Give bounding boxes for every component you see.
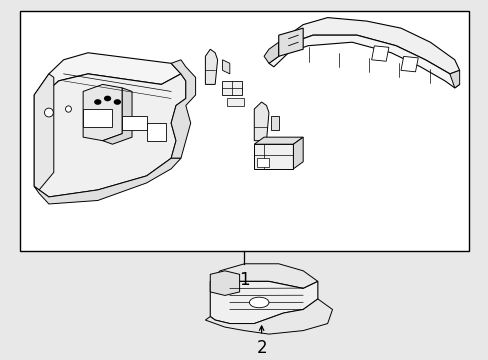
Circle shape xyxy=(114,100,120,104)
Polygon shape xyxy=(210,282,317,324)
Text: 1: 1 xyxy=(239,271,249,289)
Polygon shape xyxy=(205,299,332,334)
Polygon shape xyxy=(222,60,229,74)
Polygon shape xyxy=(449,70,459,88)
Bar xyxy=(83,109,112,127)
Polygon shape xyxy=(102,88,132,144)
Ellipse shape xyxy=(65,106,71,112)
Polygon shape xyxy=(227,99,244,105)
Polygon shape xyxy=(34,158,181,204)
Polygon shape xyxy=(171,60,195,158)
Text: 2: 2 xyxy=(256,339,266,357)
Polygon shape xyxy=(210,264,317,288)
Polygon shape xyxy=(83,84,122,141)
Polygon shape xyxy=(254,102,268,141)
Ellipse shape xyxy=(249,297,268,308)
Circle shape xyxy=(104,96,110,100)
Polygon shape xyxy=(278,18,459,74)
Polygon shape xyxy=(222,81,242,95)
Circle shape xyxy=(95,100,101,104)
Bar xyxy=(20,10,468,252)
Bar xyxy=(256,158,268,167)
Polygon shape xyxy=(271,116,278,130)
Polygon shape xyxy=(34,53,181,99)
Bar xyxy=(122,116,146,130)
Polygon shape xyxy=(268,35,459,88)
Polygon shape xyxy=(34,74,54,190)
Bar xyxy=(400,57,417,72)
Polygon shape xyxy=(254,137,303,144)
Bar xyxy=(371,46,388,61)
Bar xyxy=(146,123,166,141)
Polygon shape xyxy=(205,49,217,84)
Polygon shape xyxy=(34,74,185,197)
Polygon shape xyxy=(210,271,239,296)
Polygon shape xyxy=(278,28,303,56)
Polygon shape xyxy=(264,42,278,63)
Polygon shape xyxy=(293,137,303,169)
Polygon shape xyxy=(254,144,293,169)
Ellipse shape xyxy=(44,108,53,117)
